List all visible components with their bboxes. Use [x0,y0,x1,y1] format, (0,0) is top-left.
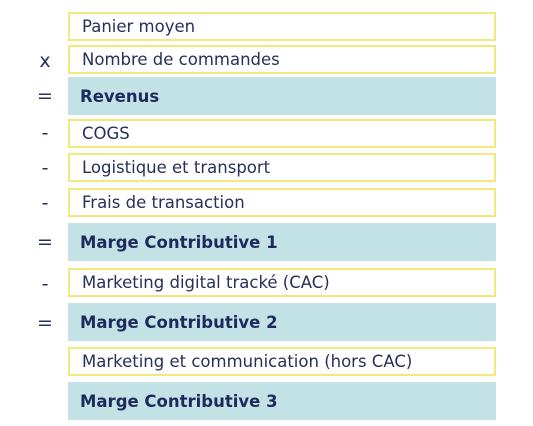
operator-minus: - [41,157,49,179]
operator-minus: - [41,192,49,214]
row-marge-contributive-2: Marge Contributive 2 [68,303,496,341]
row-nombre-de-commandes: Nombre de commandes [68,45,496,74]
row-panier-moyen: Panier moyen [68,12,496,41]
row-label: Marge Contributive 3 [80,391,278,411]
row-label: Marge Contributive 2 [80,312,278,332]
row-cogs: COGS [68,119,496,148]
row-label: Nombre de commandes [82,50,280,69]
row-label: Revenus [80,86,160,106]
row-marketing-digital-tracke: Marketing digital tracké (CAC) [68,268,496,297]
row-label: Marketing et communication (hors CAC) [82,352,413,371]
operator-minus: - [41,122,49,144]
row-revenus: Revenus [68,77,496,115]
row-label: Marketing digital tracké (CAC) [82,273,330,292]
operator-multiply: x [39,50,51,72]
row-frais-de-transaction: Frais de transaction [68,188,496,217]
row-label: COGS [82,124,130,143]
operator-equals: = [37,231,53,253]
row-label: Logistique et transport [82,158,271,177]
row-marketing-et-communication: Marketing et communication (hors CAC) [68,347,496,376]
operator-equals: = [37,312,53,334]
operator-minus: - [41,273,49,295]
row-label: Marge Contributive 1 [80,232,278,252]
row-logistique-et-transport: Logistique et transport [68,153,496,182]
row-label: Panier moyen [82,17,196,36]
row-marge-contributive-1: Marge Contributive 1 [68,223,496,261]
operator-equals: = [37,85,53,107]
row-label: Frais de transaction [82,193,245,212]
row-marge-contributive-3: Marge Contributive 3 [68,382,496,420]
